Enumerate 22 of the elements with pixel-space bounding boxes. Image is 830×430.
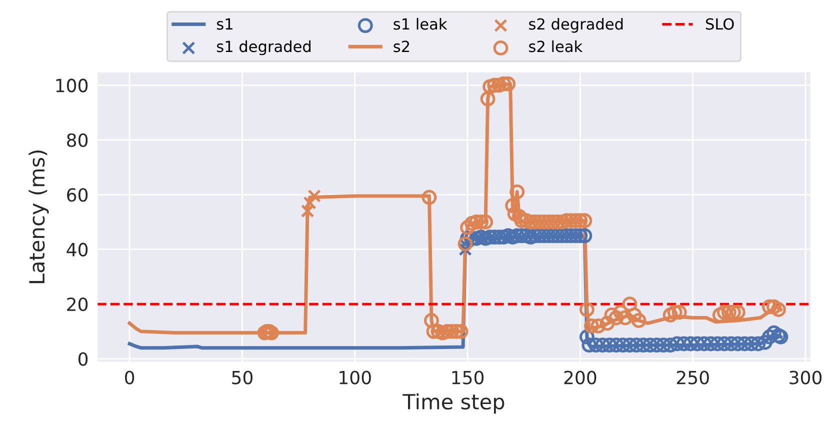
y-tick-label: 20 — [67, 298, 88, 312]
y-axis-title: Latency (ms) — [28, 150, 49, 284]
y-tick-label: 40 — [66, 242, 88, 256]
y-tick-label: 80 — [67, 133, 88, 148]
x-tick-label: 200 — [564, 370, 596, 384]
x-tick-label: 300 — [790, 370, 822, 384]
x-tick-label: 50 — [232, 370, 252, 384]
y-tick-label: 0 — [78, 352, 88, 366]
x-tick-label: 100 — [340, 370, 371, 384]
legend-label: s2 degraded — [529, 18, 623, 33]
x-tick-label: 0 — [125, 370, 134, 384]
legend-label: SLO — [706, 18, 734, 30]
legend-label: s1 — [216, 18, 232, 30]
x-axis-title: Time step — [402, 393, 504, 414]
legend-label: s1 leak — [394, 18, 448, 30]
legend-label: s2 — [394, 40, 410, 52]
x-tick-label: 150 — [452, 370, 484, 384]
legend-label: s1 degraded — [216, 40, 311, 56]
x-tick-label: 250 — [676, 370, 709, 384]
y-tick-label: 100 — [56, 78, 88, 92]
y-tick-label: 60 — [67, 188, 88, 202]
legend-label: s2 leak — [529, 40, 583, 52]
